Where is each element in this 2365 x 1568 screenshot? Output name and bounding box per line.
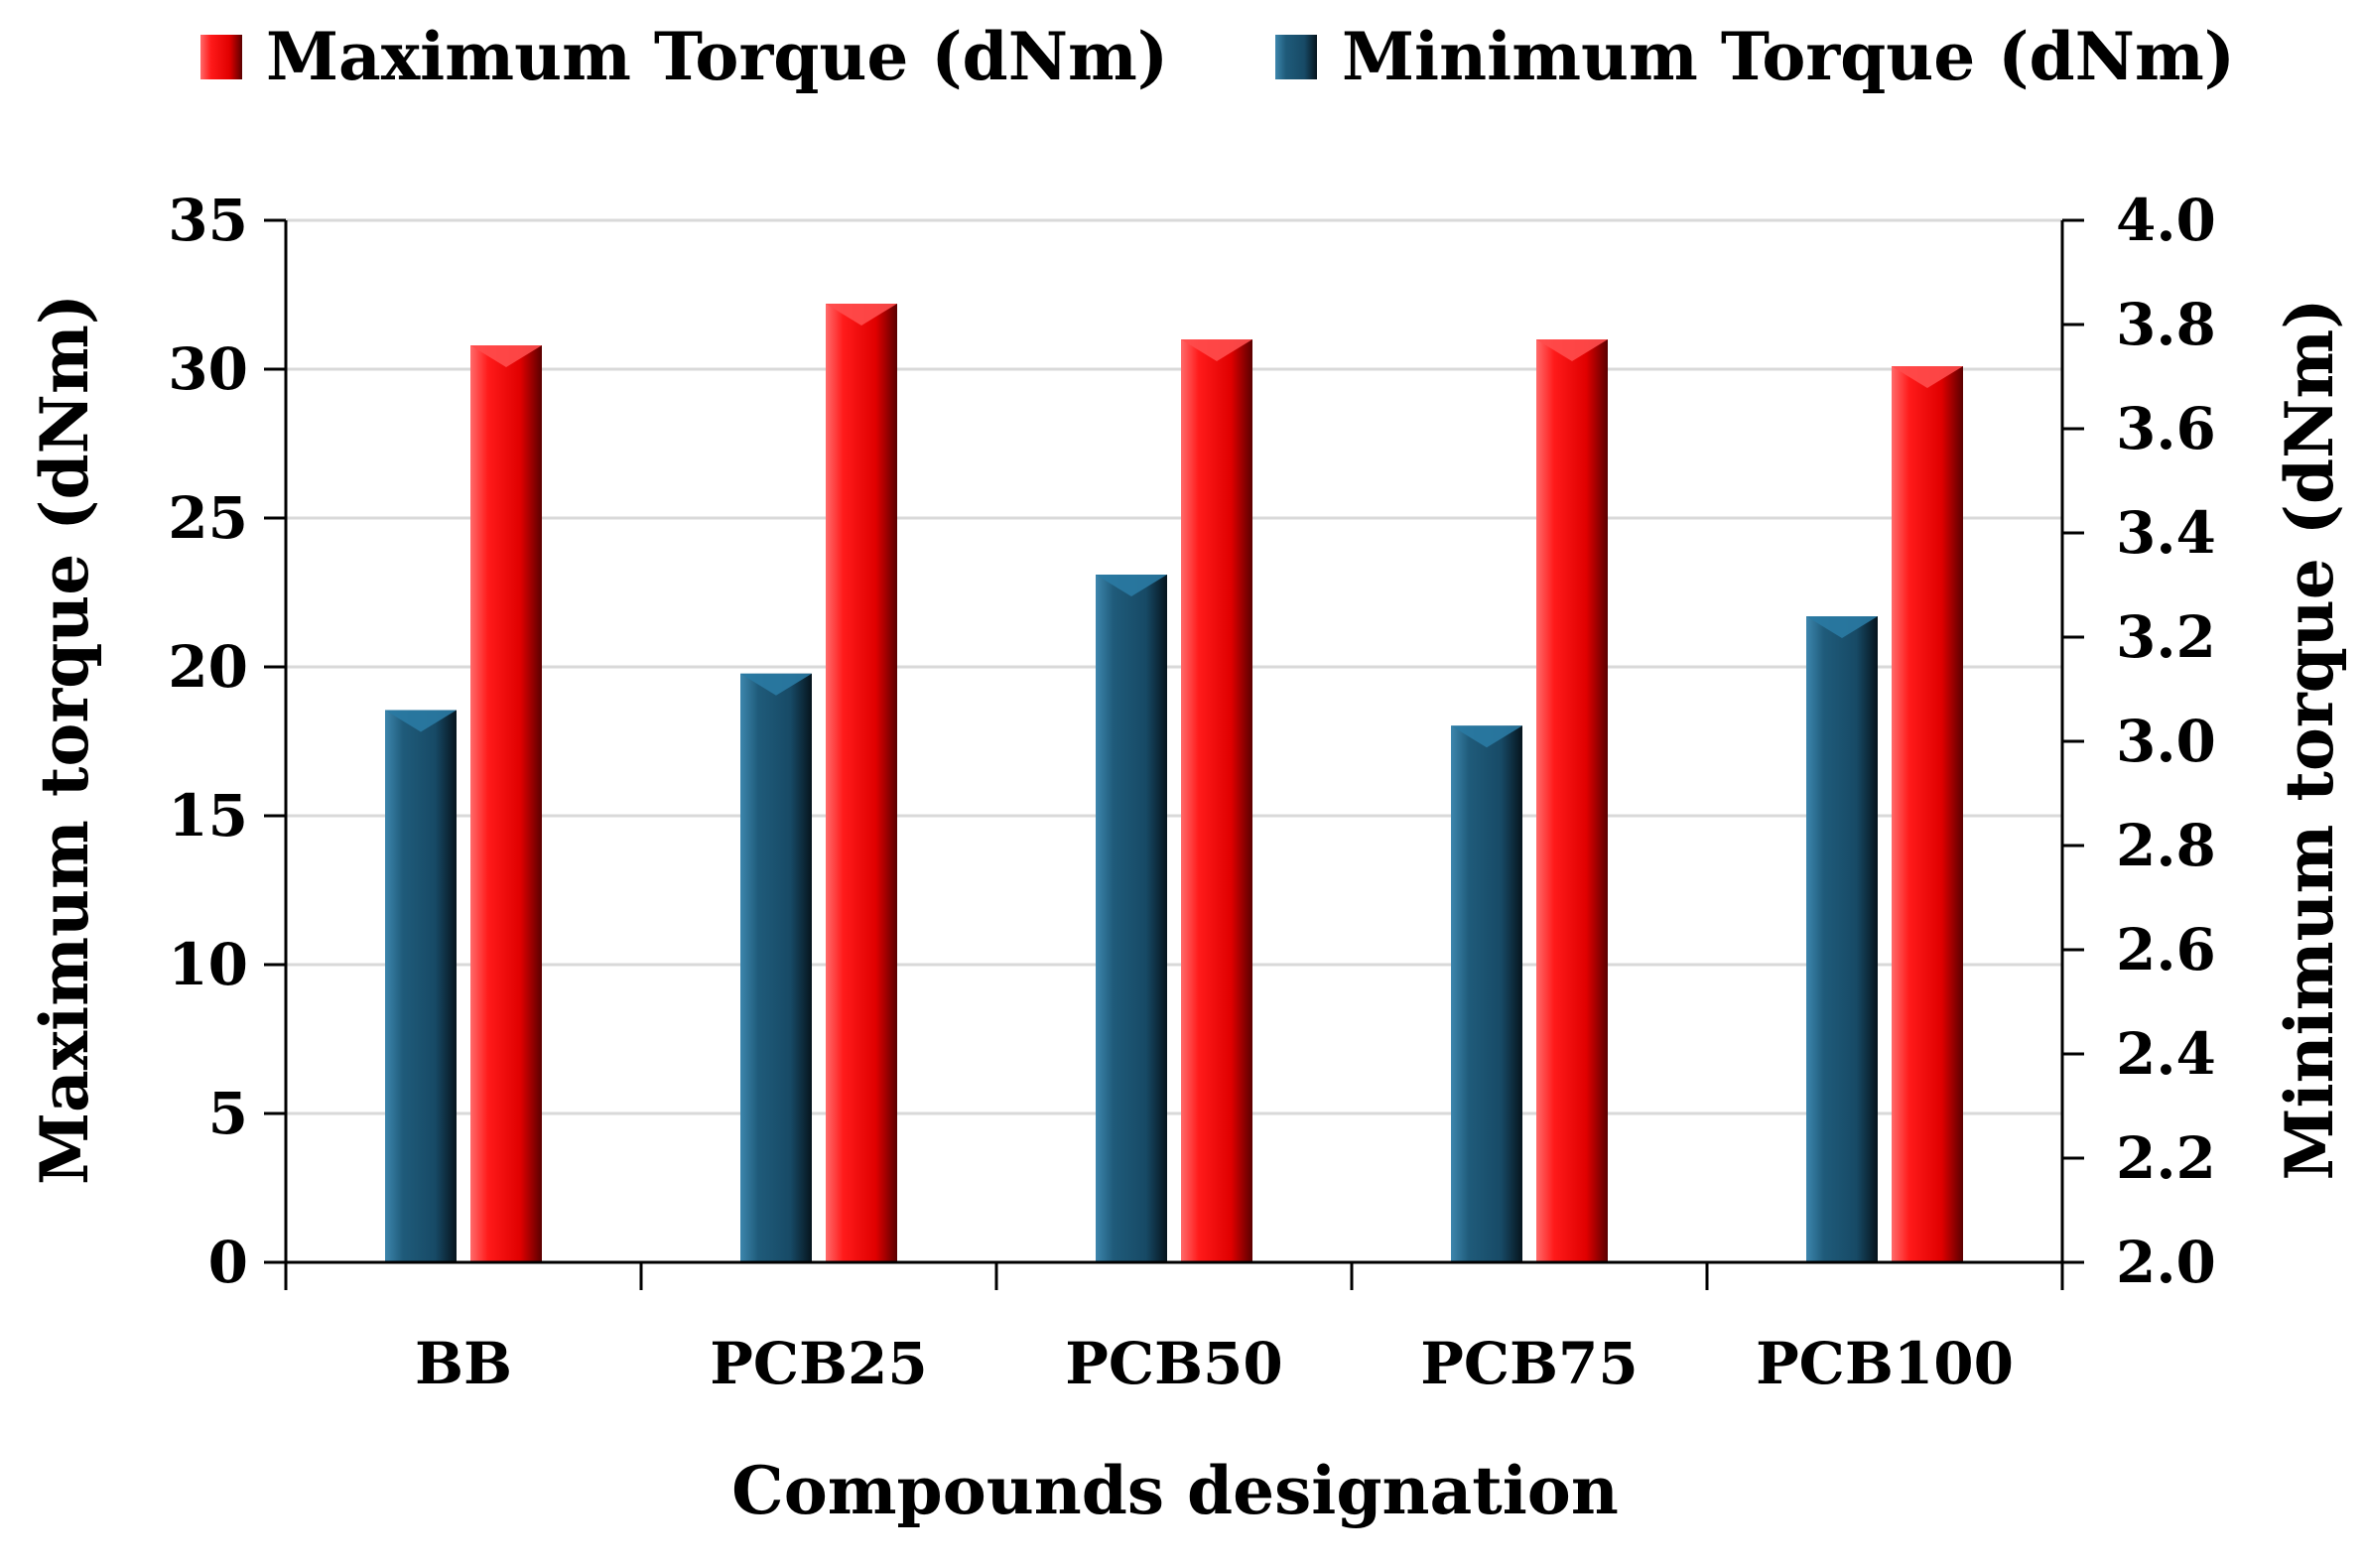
bar-min-PCB50	[1096, 575, 1167, 1262]
bar-min-cap-PCB100	[1806, 616, 1878, 638]
bar-max-PCB25	[826, 304, 897, 1262]
bar-max-cap-PCB100	[1892, 366, 1963, 388]
tick-labels: 0 5 10 15 20 25 30 35 2.0 2.2 2.4 2.6 2.8 3.0 3.2 3.4 3.…	[168, 187, 2216, 1397]
bar-min-PCB25	[740, 673, 812, 1262]
bar-max-PCB75	[1536, 339, 1608, 1262]
x-tick-label: PCB25	[710, 1330, 928, 1397]
y-right-tick-label: 2.6	[2116, 916, 2216, 983]
y-right-tick-label: 3.0	[2116, 708, 2216, 775]
y-right-tick-label: 2.4	[2116, 1020, 2216, 1088]
y-left-tick-label: 20	[168, 633, 248, 701]
legend-swatch-max	[200, 35, 242, 79]
bar-min-PCB100	[1806, 616, 1878, 1262]
bar-max-cap-BB	[470, 345, 542, 367]
bar-min-cap-PCB25	[740, 673, 812, 696]
bar-max-PCB100	[1892, 366, 1963, 1262]
y-axis-left-title: Maximum torque (dNm)	[26, 294, 103, 1185]
legend: Maximum Torque (dNm) Minimum Torque (dNm…	[200, 18, 2235, 95]
y-right-tick-label: 3.4	[2116, 499, 2216, 567]
y-left-tick-label: 35	[168, 187, 248, 254]
bars	[385, 304, 1963, 1262]
y-left-tick-label: 10	[168, 931, 248, 998]
bar-max-cap-PCB25	[826, 304, 897, 326]
y-right-tick-label: 2.8	[2116, 812, 2216, 879]
y-left-tick-label: 5	[208, 1080, 248, 1147]
legend-label-min: Minimum Torque (dNm)	[1342, 18, 2235, 95]
bar-min-cap-PCB50	[1096, 575, 1167, 596]
bar-min-cap-BB	[385, 710, 457, 732]
y-right-tick-label: 3.2	[2116, 603, 2216, 671]
bar-max-cap-PCB50	[1181, 339, 1252, 361]
x-axis-title: Compounds designation	[731, 1452, 1619, 1529]
bar-max-PCB50	[1181, 339, 1252, 1262]
x-tick-label: PCB75	[1420, 1330, 1639, 1397]
legend-swatch-min	[1275, 35, 1317, 79]
y-axis-right-title: Minimum torque (dNm)	[2271, 299, 2348, 1181]
y-right-tick-label: 2.0	[2116, 1229, 2216, 1296]
x-tick-label: PCB100	[1756, 1330, 2014, 1397]
bar-min-cap-PCB75	[1451, 725, 1522, 748]
axes	[264, 218, 2084, 1290]
bar-min-BB	[385, 710, 457, 1262]
y-right-tick-label: 4.0	[2116, 187, 2216, 254]
gridlines	[286, 218, 2062, 1115]
bar-min-PCB75	[1451, 725, 1522, 1262]
y-left-tick-label: 30	[168, 335, 248, 403]
y-left-tick-label: 25	[168, 484, 248, 552]
y-left-tick-label: 0	[208, 1229, 248, 1296]
x-tick-label: PCB50	[1065, 1330, 1283, 1397]
y-right-tick-label: 3.6	[2116, 395, 2216, 462]
x-tick-label: BB	[415, 1330, 512, 1397]
y-right-tick-label: 3.8	[2116, 291, 2216, 358]
y-right-tick-label: 2.2	[2116, 1124, 2216, 1192]
bar-max-cap-PCB75	[1536, 339, 1608, 361]
bar-max-BB	[470, 345, 542, 1262]
y-left-tick-label: 15	[168, 782, 248, 849]
legend-label-max: Maximum Torque (dNm)	[266, 18, 1168, 95]
